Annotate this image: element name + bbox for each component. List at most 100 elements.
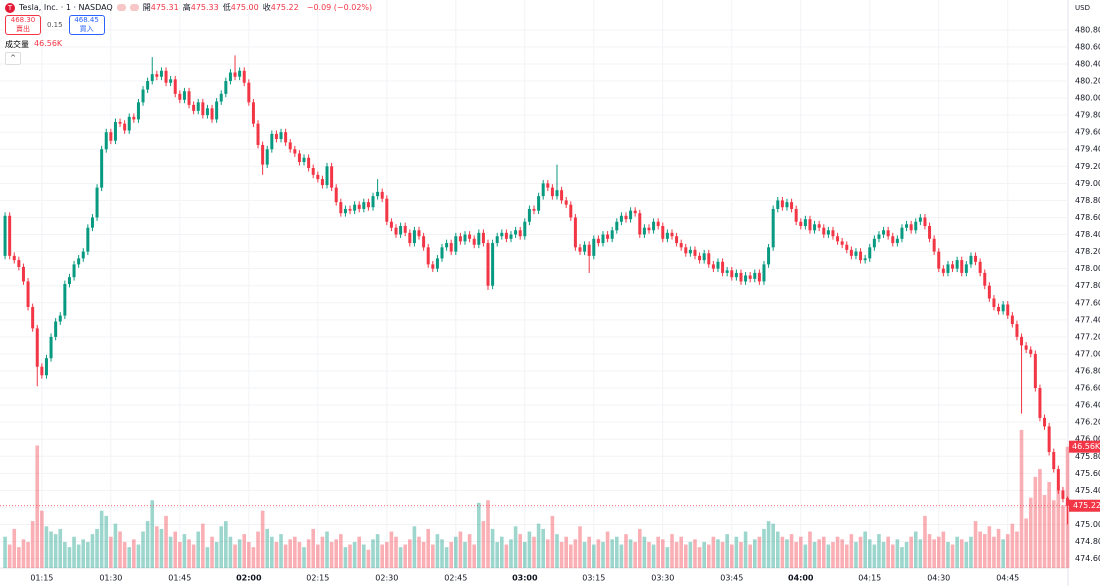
candle-body bbox=[1043, 417, 1047, 427]
candle-body bbox=[619, 215, 623, 222]
volume-bar bbox=[214, 541, 219, 568]
candle-body bbox=[845, 244, 849, 250]
volume-bar bbox=[233, 544, 237, 568]
volume-bar bbox=[932, 539, 936, 568]
candle-body bbox=[532, 208, 536, 211]
volume-bar bbox=[191, 544, 196, 568]
volume-bar bbox=[1047, 482, 1051, 568]
volume-bar bbox=[679, 536, 683, 568]
candle-body bbox=[233, 72, 237, 77]
candle-body bbox=[302, 157, 306, 163]
candle-body bbox=[757, 272, 761, 282]
candle-body bbox=[417, 230, 421, 237]
volume-bar bbox=[702, 541, 706, 568]
volume-bar bbox=[992, 536, 996, 568]
volume-bar bbox=[1051, 500, 1056, 568]
candle-body bbox=[293, 149, 297, 154]
volume-bar bbox=[812, 541, 817, 568]
collapse-button[interactable]: ^ bbox=[5, 52, 21, 65]
sell-button[interactable]: 468.30 賣出 bbox=[5, 15, 41, 35]
volume-bar bbox=[26, 541, 30, 568]
candle-body bbox=[514, 230, 518, 235]
buy-label: 買入 bbox=[79, 25, 94, 33]
candle-body bbox=[725, 270, 729, 273]
volume-bar bbox=[357, 536, 362, 568]
x-tick-label: 04:15 bbox=[858, 574, 881, 583]
volume-bar bbox=[320, 536, 325, 568]
buy-button[interactable]: 468.45 買入 bbox=[68, 15, 105, 35]
candle-body bbox=[141, 89, 145, 103]
candle-body bbox=[67, 277, 71, 284]
candle-body bbox=[541, 183, 545, 197]
volume-bar bbox=[808, 531, 812, 568]
volume-bar bbox=[904, 541, 909, 568]
last-price-tag bbox=[1069, 499, 1100, 512]
candle-body bbox=[969, 255, 973, 265]
y-tick-label: 475.60 bbox=[1075, 469, 1100, 478]
volume-bar bbox=[633, 541, 637, 568]
volume-bar bbox=[1005, 534, 1010, 568]
volume-bar bbox=[481, 521, 486, 568]
candle-body bbox=[376, 191, 380, 197]
volume-bar bbox=[297, 541, 302, 568]
candle-body bbox=[831, 230, 835, 237]
candle-body bbox=[656, 221, 660, 227]
ohlc-value: 475.31 bbox=[150, 3, 179, 12]
volume-bar bbox=[854, 541, 858, 568]
volume-bar bbox=[1061, 505, 1065, 568]
y-tick-label: 479.60 bbox=[1075, 128, 1100, 137]
volume-bar bbox=[941, 531, 946, 568]
candle-body bbox=[698, 255, 702, 261]
candle-body bbox=[891, 236, 895, 244]
candle-body bbox=[224, 81, 228, 94]
volume-bar bbox=[532, 536, 536, 568]
candle-body bbox=[652, 221, 656, 231]
volume-bar bbox=[849, 534, 854, 568]
candle-body bbox=[205, 108, 209, 116]
candle-body bbox=[596, 238, 600, 244]
ohlc-value: 475.22 bbox=[270, 3, 299, 12]
candle-body bbox=[868, 247, 872, 259]
candle-body bbox=[550, 187, 554, 197]
candle-body bbox=[840, 241, 844, 245]
candle-body bbox=[573, 217, 577, 248]
candle-body bbox=[109, 132, 113, 141]
y-tick-label: 476.00 bbox=[1075, 435, 1100, 444]
last-price-label: 475.22 bbox=[1073, 501, 1100, 510]
candle-body bbox=[854, 251, 858, 256]
candle-body bbox=[440, 247, 444, 259]
volume-bar bbox=[523, 541, 527, 568]
candles bbox=[3, 55, 1070, 525]
candle-body bbox=[49, 336, 53, 359]
x-tick-label: 04:00 bbox=[788, 574, 814, 583]
candle-body bbox=[371, 196, 375, 208]
candle-body bbox=[132, 116, 136, 120]
candle-body bbox=[882, 230, 886, 235]
volume-bar bbox=[279, 534, 283, 568]
volume-bar bbox=[118, 531, 122, 568]
currency: USD bbox=[1075, 4, 1090, 12]
volume-bar bbox=[394, 536, 398, 568]
candle-body bbox=[307, 157, 311, 169]
volume-bar bbox=[647, 541, 651, 568]
volume-bar bbox=[918, 539, 923, 568]
candle-body bbox=[1001, 304, 1005, 312]
candle-body bbox=[1006, 304, 1010, 316]
candle-body bbox=[592, 238, 596, 256]
volume-bar bbox=[283, 544, 288, 568]
candle-body bbox=[1047, 426, 1051, 453]
candle-body bbox=[601, 234, 605, 244]
volume-bar bbox=[375, 534, 380, 568]
volume-bar bbox=[601, 541, 605, 568]
y-tick-label: 480.60 bbox=[1075, 42, 1100, 51]
volume-bar bbox=[109, 536, 113, 568]
candle-body bbox=[569, 204, 573, 218]
x-tick-label: 02:15 bbox=[306, 574, 329, 583]
candle-body bbox=[1010, 315, 1014, 325]
legend: T Tesla, Inc. · 1 · NASDAQ 開475.31 高475.3… bbox=[5, 2, 372, 13]
volume-bar bbox=[670, 534, 674, 568]
candle-body bbox=[477, 232, 481, 245]
volume-bar bbox=[651, 544, 656, 568]
candle-body bbox=[670, 232, 674, 237]
candle-body bbox=[518, 230, 522, 237]
